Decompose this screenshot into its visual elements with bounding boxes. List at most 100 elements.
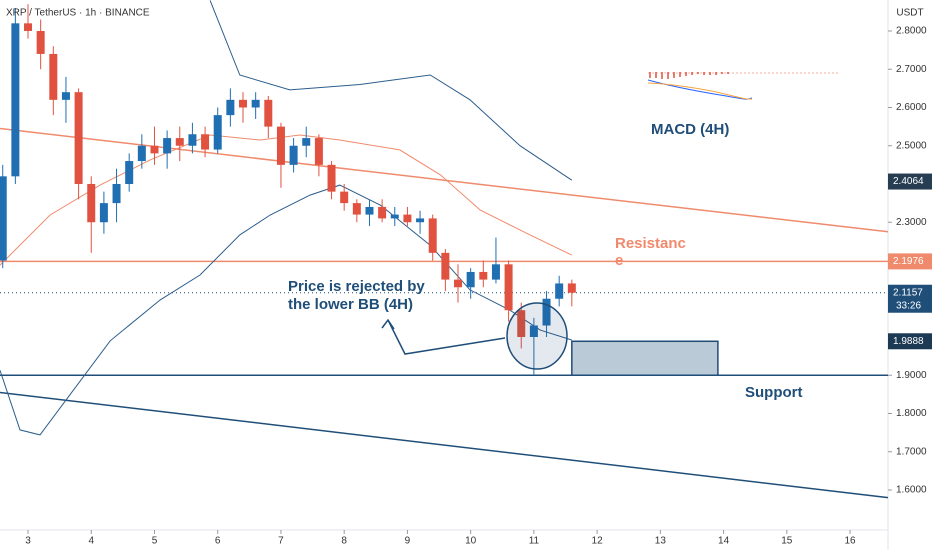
macd-label: MACD (4H) xyxy=(651,121,729,138)
price-countdown: 33:26 xyxy=(896,300,921,311)
candle-body xyxy=(163,138,172,154)
x-tick-label: 15 xyxy=(781,536,793,547)
x-tick-label: 7 xyxy=(278,536,284,547)
x-tick-label: 10 xyxy=(465,536,477,547)
candle-body xyxy=(517,310,526,337)
candle-body xyxy=(428,218,437,253)
zone-box xyxy=(571,340,719,376)
support-label: Support xyxy=(745,384,803,401)
chart-title: XRP / TetherUS · 1h · BINANCE xyxy=(6,8,150,19)
x-tick-label: 4 xyxy=(88,536,94,547)
candle-body xyxy=(99,203,108,223)
candle-body xyxy=(327,164,336,192)
candle-body xyxy=(403,214,412,223)
candle-body xyxy=(491,264,500,280)
candle-body xyxy=(112,183,121,204)
indicator-line xyxy=(0,184,572,436)
macd-histogram xyxy=(649,72,729,79)
candle-body xyxy=(0,176,7,261)
candle-body xyxy=(74,92,83,184)
candle-body xyxy=(150,145,159,154)
macd-inset xyxy=(647,72,840,100)
candle-body xyxy=(175,138,184,146)
y-tick-label: 2.8000 xyxy=(896,26,927,37)
candle-body xyxy=(213,115,222,150)
candle-body xyxy=(188,134,197,146)
candle-body xyxy=(11,23,20,177)
candle-body xyxy=(201,134,210,150)
y-tick-label: 2.7000 xyxy=(896,64,927,75)
plot-area xyxy=(0,0,889,499)
rejection-note: Price is rejected by xyxy=(288,278,425,295)
price-label-box xyxy=(888,173,932,190)
candle-body xyxy=(555,283,564,299)
x-tick-label: 14 xyxy=(718,536,730,547)
x-tick-label: 13 xyxy=(655,536,667,547)
candle-body xyxy=(479,271,488,280)
candle-body xyxy=(125,161,134,184)
rejection-note: the lower BB (4H) xyxy=(288,296,413,313)
candle-body xyxy=(137,145,146,162)
price-label: 2.1976 xyxy=(893,256,924,267)
candle-body xyxy=(340,191,349,204)
y-tick-label: 2.3000 xyxy=(896,217,927,228)
candle-body xyxy=(302,138,311,146)
x-tick-label: 9 xyxy=(405,536,411,547)
y-tick-label: 1.6000 xyxy=(896,485,927,496)
candle-body xyxy=(61,92,70,100)
candle-body xyxy=(466,271,475,288)
price-label: 2.1157 xyxy=(893,287,923,298)
candle-body xyxy=(352,203,361,215)
candle-body xyxy=(504,264,513,311)
y-tick-label: 1.9000 xyxy=(896,370,927,381)
resistance-label: Resistanc xyxy=(615,235,686,252)
candle-body xyxy=(441,252,450,280)
candle-body xyxy=(239,99,248,108)
candle-body xyxy=(529,325,538,337)
candle-body xyxy=(416,218,425,223)
y-tick-label: 1.7000 xyxy=(896,446,927,457)
candle-body xyxy=(390,214,399,219)
price-label-box xyxy=(888,253,932,270)
price-label-box xyxy=(888,284,932,313)
resistance-label: e xyxy=(615,252,623,269)
arrow xyxy=(381,318,506,355)
x-tick-label: 6 xyxy=(215,536,221,547)
candle-body xyxy=(454,279,463,288)
candle-body xyxy=(567,283,576,293)
price-label: 2.4064 xyxy=(893,176,924,187)
x-tick-label: 3 xyxy=(25,536,31,547)
y-tick-label: 2.5000 xyxy=(896,140,927,151)
x-tick-label: 8 xyxy=(341,536,347,547)
indicator-line xyxy=(209,0,573,181)
indicator-line xyxy=(0,134,573,266)
candle-body xyxy=(289,145,298,165)
y-axis-label: USDT xyxy=(896,8,923,19)
trendline xyxy=(0,127,889,233)
x-tick-label: 11 xyxy=(529,536,540,547)
trendline xyxy=(0,391,889,499)
x-tick-label: 16 xyxy=(844,536,856,547)
candle-body xyxy=(276,126,285,165)
candle-body xyxy=(314,138,323,165)
candle-body xyxy=(542,298,551,326)
price-label-box xyxy=(888,333,932,350)
candle-body xyxy=(226,99,235,116)
candle-body xyxy=(251,99,260,108)
candle-body xyxy=(378,206,387,219)
highlight-circle xyxy=(506,302,568,370)
y-tick-label: 1.8000 xyxy=(896,408,927,419)
candle-body xyxy=(36,30,45,54)
candle-body xyxy=(49,53,58,100)
candle-body xyxy=(87,183,96,223)
candle-body xyxy=(264,99,273,127)
candle-body xyxy=(24,23,33,31)
price-label: 1.9888 xyxy=(893,336,924,347)
x-tick-label: 5 xyxy=(152,536,158,547)
y-tick-label: 2.6000 xyxy=(896,102,927,113)
candle-body xyxy=(365,206,374,215)
signal-line xyxy=(647,82,753,100)
x-tick-label: 12 xyxy=(592,536,604,547)
